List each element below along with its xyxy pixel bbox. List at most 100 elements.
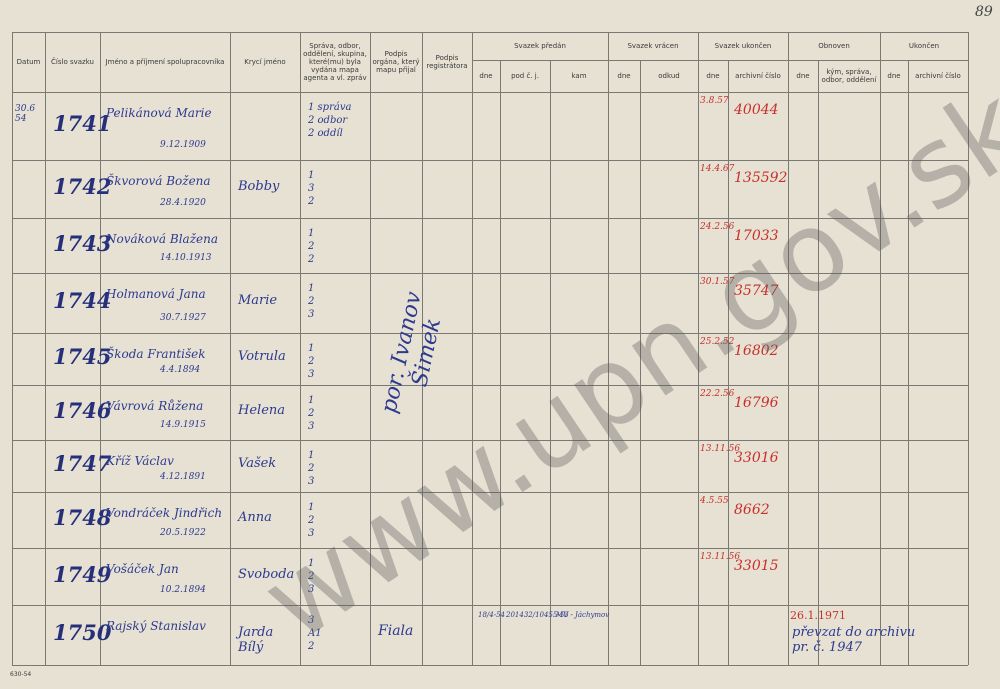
rule-line — [12, 440, 968, 441]
handover-to: MV - Jáchymov — [556, 611, 610, 619]
watermark: www.upn.gov.sk — [240, 62, 1000, 666]
birth-date: 14.10.1913 — [160, 253, 212, 263]
renewed-date: 26.1.1971 — [790, 609, 846, 622]
group-header: Svazek předán — [514, 41, 566, 50]
closed-date: 14.4.67 — [700, 164, 735, 174]
rule-line — [880, 60, 968, 61]
rule-line — [550, 60, 551, 665]
rule-line — [728, 60, 729, 665]
renewed-note: převzat do archivu pr. č. 1947 — [792, 625, 916, 655]
department: 3 — [308, 369, 315, 380]
archive-number: 33016 — [734, 450, 779, 466]
sub-header: kam — [571, 71, 587, 80]
rule-line — [608, 60, 698, 61]
birth-date: 10.2.1894 — [160, 585, 206, 595]
collaborator-name: Rajský Stanislav — [106, 619, 206, 633]
department: 3 — [308, 528, 315, 539]
rule-line — [908, 60, 909, 665]
rule-line — [608, 32, 609, 665]
archive-number: 17033 — [734, 228, 779, 244]
group-header: Svazek ukončen — [714, 41, 772, 50]
department: 1 — [308, 283, 315, 294]
file-number: 1744 — [53, 288, 112, 313]
department: 3 — [308, 183, 315, 194]
rule-line — [640, 60, 641, 665]
department: 1 — [308, 558, 315, 569]
file-number: 1741 — [53, 111, 112, 136]
sub-header: archivní číslo — [915, 71, 961, 80]
collaborator-name: Vávrová Růžena — [106, 399, 204, 413]
collaborator-name: Škvorová Božena — [106, 174, 211, 188]
file-number: 1742 — [53, 174, 112, 199]
rule-line — [45, 32, 46, 665]
sub-header: dne — [796, 71, 810, 80]
rule-line — [230, 32, 231, 665]
column-header: Podpis orgána, který mapu přijal — [372, 49, 420, 75]
archive-number: 8662 — [734, 502, 770, 518]
rule-line — [968, 32, 969, 665]
closed-date: 30.1.57 — [700, 277, 735, 287]
rule-line — [12, 492, 968, 493]
birth-date: 9.12.1909 — [160, 140, 206, 150]
file-number: 1746 — [53, 397, 112, 423]
department: 3 — [308, 615, 315, 626]
department: 2 — [308, 296, 315, 307]
department: 2 — [308, 408, 315, 419]
department: 2 — [308, 241, 315, 252]
rule-line — [12, 218, 968, 219]
rule-line — [422, 32, 423, 665]
collaborator-name: Vondráček Jindřich — [106, 506, 223, 520]
column-header: Krycí jméno — [244, 57, 286, 66]
birth-date: 4.12.1891 — [160, 472, 206, 482]
collaborator-name: Vošáček Jan — [106, 562, 179, 576]
department: 2 — [308, 254, 315, 265]
sub-header: dne — [887, 71, 901, 80]
department: 1 — [308, 450, 315, 461]
department: 2 — [308, 571, 315, 582]
department: 3 — [308, 309, 315, 320]
collaborator-name: Kříž Václav — [106, 454, 174, 468]
cover-name: Marie — [238, 293, 278, 308]
department: 1 — [308, 228, 315, 239]
group-header: Obnoven — [818, 41, 850, 50]
file-number: 1748 — [53, 505, 112, 530]
department: 1 — [308, 502, 315, 513]
rule-line — [12, 385, 968, 386]
department: 1 správa — [308, 102, 352, 113]
form-code: 630-54 — [10, 671, 32, 678]
birth-date: 14.9.1915 — [160, 420, 206, 430]
sub-header: kým, správa, odbor, oddělení — [821, 67, 877, 84]
department: 1 — [308, 395, 315, 406]
rule-line — [12, 605, 968, 606]
sub-header: archivní číslo — [735, 71, 781, 80]
collaborator-name: Holmanová Jana — [106, 287, 206, 301]
column-header: Správa, odbor, oddělení, skupina, které(… — [303, 41, 367, 83]
department: 1 — [308, 170, 315, 181]
rule-line — [12, 32, 13, 665]
handover-date: 18/4-54 — [478, 611, 505, 619]
rule-line — [472, 32, 473, 665]
file-number: 1749 — [53, 561, 112, 587]
closed-date: 25.2.52 — [700, 337, 735, 347]
file-number: 1747 — [53, 451, 112, 476]
closed-date: 3.8.57 — [700, 96, 729, 106]
department: 2 odbor — [308, 115, 348, 126]
sub-header: dne — [706, 71, 720, 80]
closed-date: 22.2.56 — [700, 389, 735, 399]
column-header: Datum — [16, 57, 41, 66]
cover-name: Votrula — [238, 349, 286, 364]
cover-name: Bobby — [238, 179, 280, 194]
cover-name: Svoboda — [238, 566, 295, 582]
archive-number: 40044 — [734, 102, 779, 118]
closed-date: 13.11.56 — [700, 444, 741, 454]
rule-line — [12, 548, 968, 549]
sub-header: pod č. j. — [511, 71, 539, 80]
birth-date: 28.4.1920 — [160, 198, 206, 208]
archive-number: 16796 — [734, 395, 779, 411]
closed-date: 13.11.56 — [700, 552, 741, 562]
department: 2 — [308, 356, 315, 367]
collaborator-name: Pelikánová Marie — [106, 106, 212, 120]
rule-line — [12, 92, 968, 93]
column-header: Číslo svazku — [51, 57, 94, 66]
